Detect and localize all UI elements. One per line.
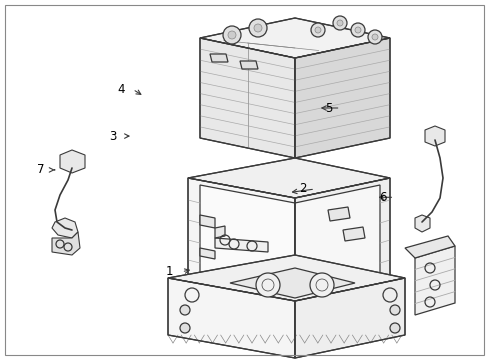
Circle shape xyxy=(223,26,241,44)
Polygon shape xyxy=(327,207,349,221)
Circle shape xyxy=(350,23,364,37)
Polygon shape xyxy=(414,215,429,232)
Polygon shape xyxy=(187,158,389,198)
Polygon shape xyxy=(294,38,389,158)
Polygon shape xyxy=(178,278,294,313)
Polygon shape xyxy=(200,18,389,58)
Text: 5: 5 xyxy=(325,102,332,114)
Circle shape xyxy=(389,323,399,333)
Circle shape xyxy=(180,305,190,315)
Polygon shape xyxy=(168,255,404,301)
Polygon shape xyxy=(215,238,267,252)
Circle shape xyxy=(367,30,381,44)
Polygon shape xyxy=(229,268,354,298)
Polygon shape xyxy=(187,178,294,298)
Polygon shape xyxy=(200,38,294,158)
Circle shape xyxy=(332,16,346,30)
Circle shape xyxy=(256,273,280,297)
Text: 4: 4 xyxy=(117,83,124,96)
Circle shape xyxy=(180,323,190,333)
Polygon shape xyxy=(200,215,215,228)
Circle shape xyxy=(248,19,266,37)
Text: 6: 6 xyxy=(378,191,386,204)
Polygon shape xyxy=(294,278,404,358)
Circle shape xyxy=(253,24,262,32)
Circle shape xyxy=(336,20,342,26)
Polygon shape xyxy=(200,257,379,293)
Circle shape xyxy=(354,27,360,33)
Circle shape xyxy=(227,31,236,39)
Polygon shape xyxy=(200,185,294,293)
Text: 2: 2 xyxy=(299,183,306,195)
Polygon shape xyxy=(342,227,364,241)
Circle shape xyxy=(310,23,325,37)
Polygon shape xyxy=(52,232,80,255)
Polygon shape xyxy=(200,248,215,259)
Circle shape xyxy=(371,34,377,40)
Text: 7: 7 xyxy=(37,163,44,176)
Circle shape xyxy=(314,27,320,33)
Circle shape xyxy=(389,305,399,315)
Polygon shape xyxy=(424,126,444,146)
Polygon shape xyxy=(168,278,294,358)
Polygon shape xyxy=(404,236,454,258)
Polygon shape xyxy=(60,150,85,173)
Polygon shape xyxy=(294,178,389,298)
Text: 3: 3 xyxy=(109,130,116,143)
Polygon shape xyxy=(215,226,224,238)
Polygon shape xyxy=(294,278,399,313)
Polygon shape xyxy=(414,246,454,315)
Polygon shape xyxy=(209,54,227,62)
Polygon shape xyxy=(240,61,258,69)
Polygon shape xyxy=(294,185,379,293)
Text: 1: 1 xyxy=(166,265,173,278)
Circle shape xyxy=(309,273,333,297)
Polygon shape xyxy=(52,218,78,238)
